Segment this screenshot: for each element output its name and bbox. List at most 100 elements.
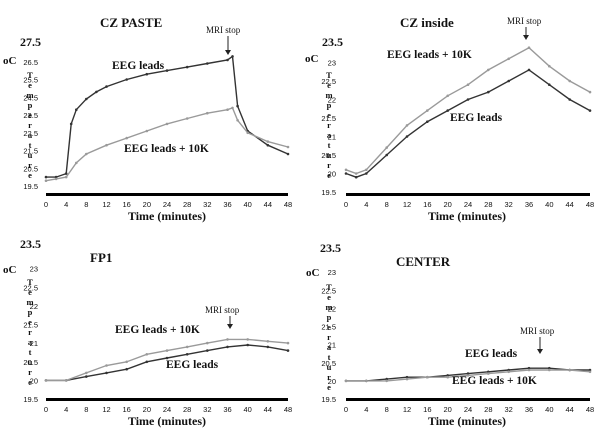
y-ticks: 19.5 20.5 21.5 22.5 23.5 24.5 25.5 26.5: [23, 58, 38, 191]
data-point: [125, 367, 128, 371]
data-point: [405, 124, 409, 127]
x-tick-label: 32: [203, 200, 211, 209]
series-line-eeg-leads-10k: [345, 46, 591, 175]
x-ticks: 0 4 8 12 16 20 24 28 32 36 40 44 48: [44, 200, 292, 209]
y-tick-label: 21.5: [321, 323, 336, 332]
y-tick-label: 20: [30, 376, 38, 385]
x-tick-label: 4: [64, 405, 68, 414]
y-top-tick: 23.5: [322, 35, 343, 49]
x-tick-label: 28: [484, 200, 492, 209]
data-point: [44, 379, 48, 382]
data-point: [466, 372, 470, 375]
y-tick-label: 20.5: [23, 358, 38, 367]
x-axis-label: Time (minutes): [128, 414, 206, 428]
data-point: [527, 68, 531, 72]
data-point: [231, 106, 234, 110]
data-point: [105, 371, 108, 375]
panel-title: CZ inside: [400, 15, 454, 30]
x-tick-label: 32: [203, 405, 211, 414]
data-point: [507, 79, 511, 83]
y-axis-label-letter: e: [327, 110, 331, 120]
data-point: [165, 122, 169, 126]
data-point: [568, 98, 571, 101]
data-point: [446, 375, 450, 379]
series-lines: [44, 338, 290, 382]
data-point: [69, 122, 73, 126]
x-tick-label: 0: [44, 200, 48, 209]
y-tick-label: 22.5: [23, 283, 38, 292]
data-point: [85, 371, 88, 375]
data-point: [145, 360, 149, 364]
y-axis-label-letter: u: [28, 357, 33, 367]
mri-stop-arrowhead: [227, 324, 233, 329]
y-axis-label-letter: e: [28, 377, 32, 387]
x-tick-label: 0: [344, 200, 348, 209]
y-tick-label: 22.5: [23, 129, 38, 138]
x-tick-label: 20: [143, 200, 151, 209]
x-tick-label: 44: [264, 200, 272, 209]
y-axis-label-letter: t: [29, 140, 32, 150]
y-axis-label-letter: m: [26, 297, 33, 307]
x-tick-label: 28: [183, 405, 191, 414]
data-point: [527, 368, 531, 372]
x-tick-label: 4: [364, 200, 368, 209]
data-point: [487, 372, 490, 375]
data-point: [145, 129, 149, 133]
x-tick-label: 36: [223, 405, 231, 414]
data-point: [507, 368, 511, 372]
data-point: [165, 349, 169, 352]
y-axis-label-letter: r: [327, 332, 331, 342]
y-axis-label-letter: a: [28, 337, 33, 347]
y-tick-label: 20.5: [321, 359, 336, 368]
data-point: [466, 83, 470, 86]
x-tick-label: 4: [364, 405, 368, 414]
data-point: [246, 338, 249, 341]
data-point: [185, 353, 189, 356]
data-point: [588, 370, 592, 374]
mri-stop-annotation: MRI stop: [205, 305, 240, 315]
y-tick-label: 21: [328, 341, 336, 350]
x-axis-label: Time (minutes): [428, 414, 506, 428]
series-label-eeg-leads: EEG leads: [450, 112, 503, 124]
data-point: [236, 104, 239, 108]
y-axis-label-letter: T: [326, 70, 332, 80]
mri-stop-annotation: MRI stop: [206, 25, 241, 35]
data-point: [344, 168, 348, 172]
y-tick-label: 19.5: [23, 182, 38, 191]
x-tick-label: 40: [545, 405, 553, 414]
data-point: [385, 153, 389, 157]
x-tick-label: 36: [223, 200, 231, 209]
data-point: [206, 349, 209, 352]
y-axis-label-letter: a: [28, 130, 33, 140]
data-point: [354, 175, 358, 179]
x-tick-label: 16: [122, 200, 130, 209]
mri-stop-arrowhead: [523, 35, 529, 40]
data-point: [246, 343, 249, 347]
y-top-tick: 23.5: [320, 241, 341, 255]
data-point: [365, 379, 368, 383]
data-point: [568, 368, 571, 372]
x-tick-label: 12: [403, 200, 411, 209]
data-point: [568, 79, 571, 83]
y-axis-label-letter: m: [325, 90, 332, 100]
x-tick-label: 28: [183, 200, 191, 209]
x-tick-label: 12: [102, 405, 110, 414]
y-axis-label-letter: e: [327, 80, 331, 90]
x-tick-label: 48: [586, 405, 594, 414]
data-point: [185, 117, 189, 120]
data-point: [446, 374, 450, 377]
y-axis-label-letter: e: [327, 322, 331, 332]
y-axis-label-letter: p: [28, 100, 33, 110]
y-tick-label: 25.5: [23, 76, 38, 85]
x-tick-label: 12: [403, 405, 411, 414]
y-axis-label-letter: p: [327, 100, 332, 110]
y-tick-label: 22: [328, 96, 336, 105]
y-tick-label: 19.5: [321, 395, 336, 404]
mri-stop-annotation: MRI stop: [507, 16, 542, 26]
x-tick-label: 16: [122, 405, 130, 414]
data-point: [286, 341, 290, 345]
